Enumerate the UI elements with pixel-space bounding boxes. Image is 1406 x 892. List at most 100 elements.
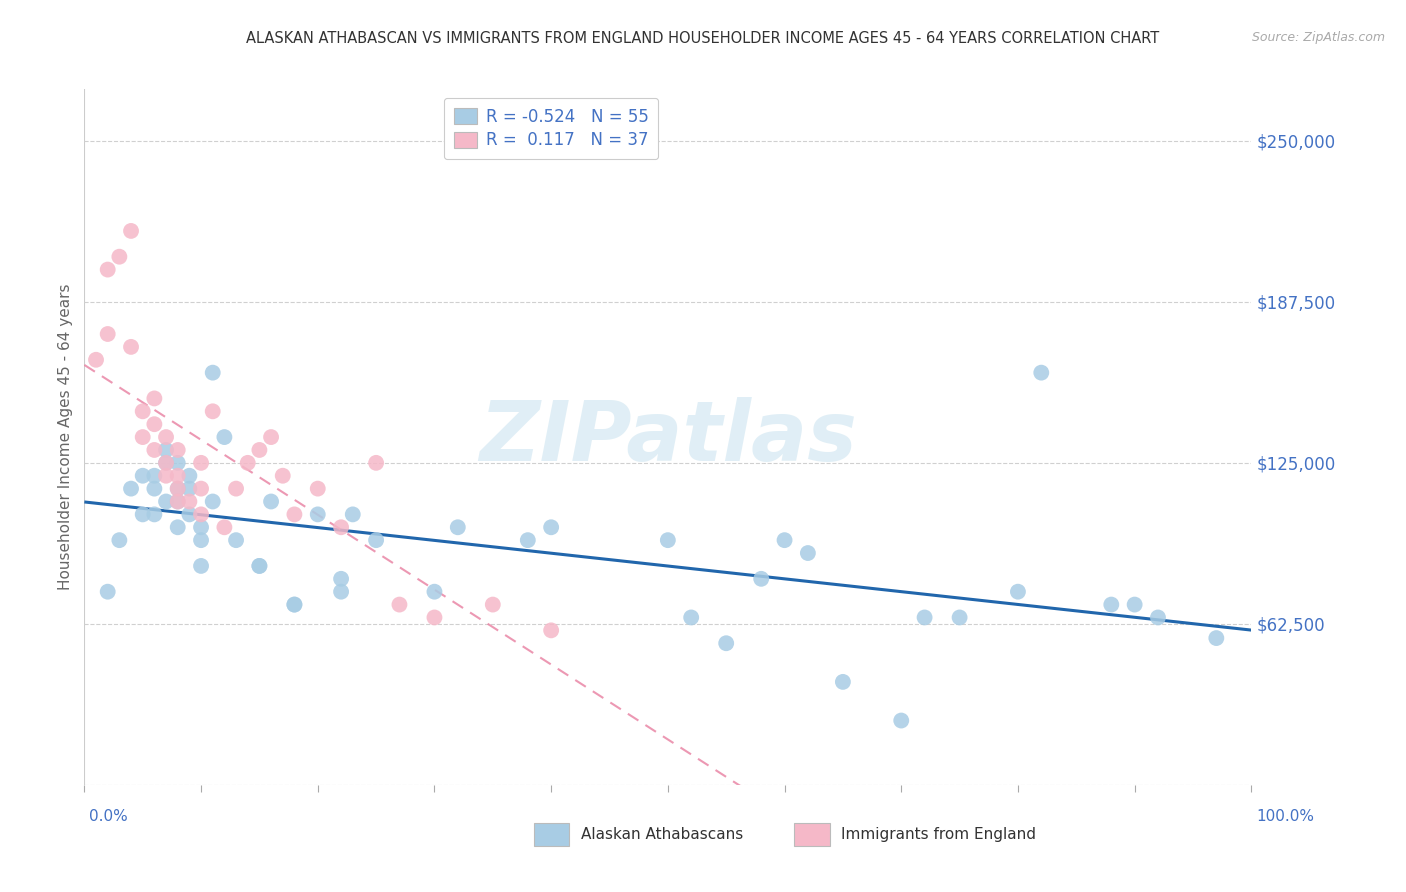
Point [190,533,212,548]
Point [190,520,212,534]
Point [366,456,388,470]
Point [749,572,772,586]
Text: Source: ZipAtlas.com: Source: ZipAtlas.com [1251,31,1385,45]
Point [155,456,177,470]
Y-axis label: Householder Income Ages 45 - 64 years: Householder Income Ages 45 - 64 years [58,284,73,591]
Point [166,494,188,508]
Point [260,430,283,444]
Point [190,558,212,573]
Point [132,404,155,418]
Point [540,624,562,638]
Point [247,558,270,573]
Point [330,572,353,586]
Point [84,352,107,367]
Point [330,520,353,534]
Point [949,610,972,624]
Point [1205,631,1227,645]
Point [179,508,201,522]
Point [155,468,177,483]
Point [797,546,820,560]
Point [190,482,212,496]
Point [201,366,224,380]
Point [283,598,305,612]
Text: Immigrants from England: Immigrants from England [841,827,1036,842]
Point [155,494,177,508]
Point [283,508,305,522]
Point [120,340,142,354]
Point [97,262,120,277]
Text: 0.0%: 0.0% [89,809,128,823]
Point [143,508,166,522]
Point [143,442,166,457]
Text: ALASKAN ATHABASCAN VS IMMIGRANTS FROM ENGLAND HOUSEHOLDER INCOME AGES 45 - 64 YE: ALASKAN ATHABASCAN VS IMMIGRANTS FROM EN… [246,31,1160,46]
Point [120,224,142,238]
Text: Alaskan Athabascans: Alaskan Athabascans [581,827,742,842]
Point [179,482,201,496]
Point [143,482,166,496]
Point [247,558,270,573]
Point [132,468,155,483]
Point [166,482,188,496]
Point [657,533,679,548]
Point [1031,366,1053,380]
Point [155,456,177,470]
Point [236,456,259,470]
Point [1123,598,1146,612]
Point [166,494,188,508]
Point [120,482,142,496]
Point [201,494,224,508]
Point [540,520,562,534]
Point [143,468,166,483]
Point [132,430,155,444]
Point [247,442,270,457]
Legend: R = -0.524   N = 55, R =  0.117   N = 37: R = -0.524 N = 55, R = 0.117 N = 37 [444,97,658,160]
Point [179,468,201,483]
Point [283,598,305,612]
Point [225,533,247,548]
Point [914,610,936,624]
Point [225,482,247,496]
Point [155,430,177,444]
Point [143,417,166,432]
Point [190,456,212,470]
Point [423,610,446,624]
Point [1007,584,1029,599]
Point [388,598,411,612]
Point [1147,610,1170,624]
Point [481,598,505,612]
Point [773,533,796,548]
Point [179,494,201,508]
Point [166,468,188,483]
Point [342,508,364,522]
Point [97,326,120,341]
Point [108,250,131,264]
Point [214,520,236,534]
Point [890,714,912,728]
Point [166,442,188,457]
Point [307,508,329,522]
Point [108,533,131,548]
Point [1099,598,1122,612]
Point [447,520,470,534]
Point [681,610,703,624]
Point [832,674,855,689]
Point [423,584,446,599]
Point [260,494,283,508]
Point [366,533,388,548]
Point [155,442,177,457]
Point [132,508,155,522]
Text: 100.0%: 100.0% [1257,809,1315,823]
Point [716,636,738,650]
Point [307,482,329,496]
Point [190,508,212,522]
Point [166,456,188,470]
Point [271,468,294,483]
Point [166,520,188,534]
Text: ZIPatlas: ZIPatlas [479,397,856,477]
Point [143,392,166,406]
Point [97,584,120,599]
Point [214,430,236,444]
Point [330,584,353,599]
Point [516,533,538,548]
Point [201,404,224,418]
